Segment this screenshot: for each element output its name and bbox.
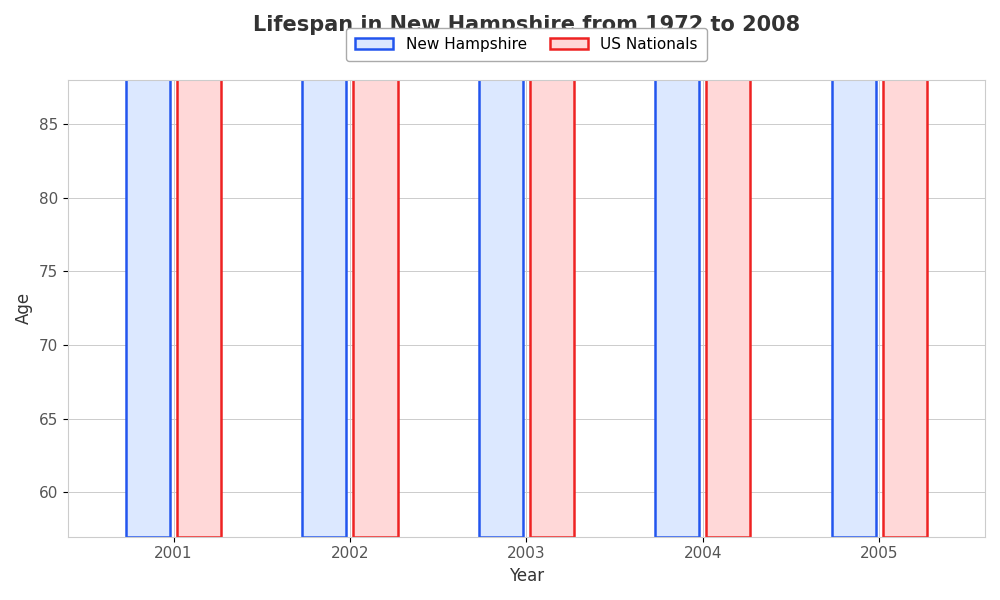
Bar: [530, 0, 574, 537]
Bar: [177, 0, 221, 537]
Title: Lifespan in New Hampshire from 1972 to 2008: Lifespan in New Hampshire from 1972 to 2…: [253, 15, 800, 35]
Bar: [655, 0, 699, 537]
X-axis label: Year: Year: [509, 567, 544, 585]
Y-axis label: Age: Age: [15, 292, 33, 324]
Bar: [832, 0, 876, 537]
Bar: [353, 0, 398, 537]
Bar: [706, 0, 750, 537]
Bar: [883, 0, 927, 537]
Legend: New Hampshire, US Nationals: New Hampshire, US Nationals: [346, 28, 707, 61]
Bar: [302, 0, 346, 537]
Bar: [479, 0, 523, 537]
Bar: [126, 0, 170, 537]
